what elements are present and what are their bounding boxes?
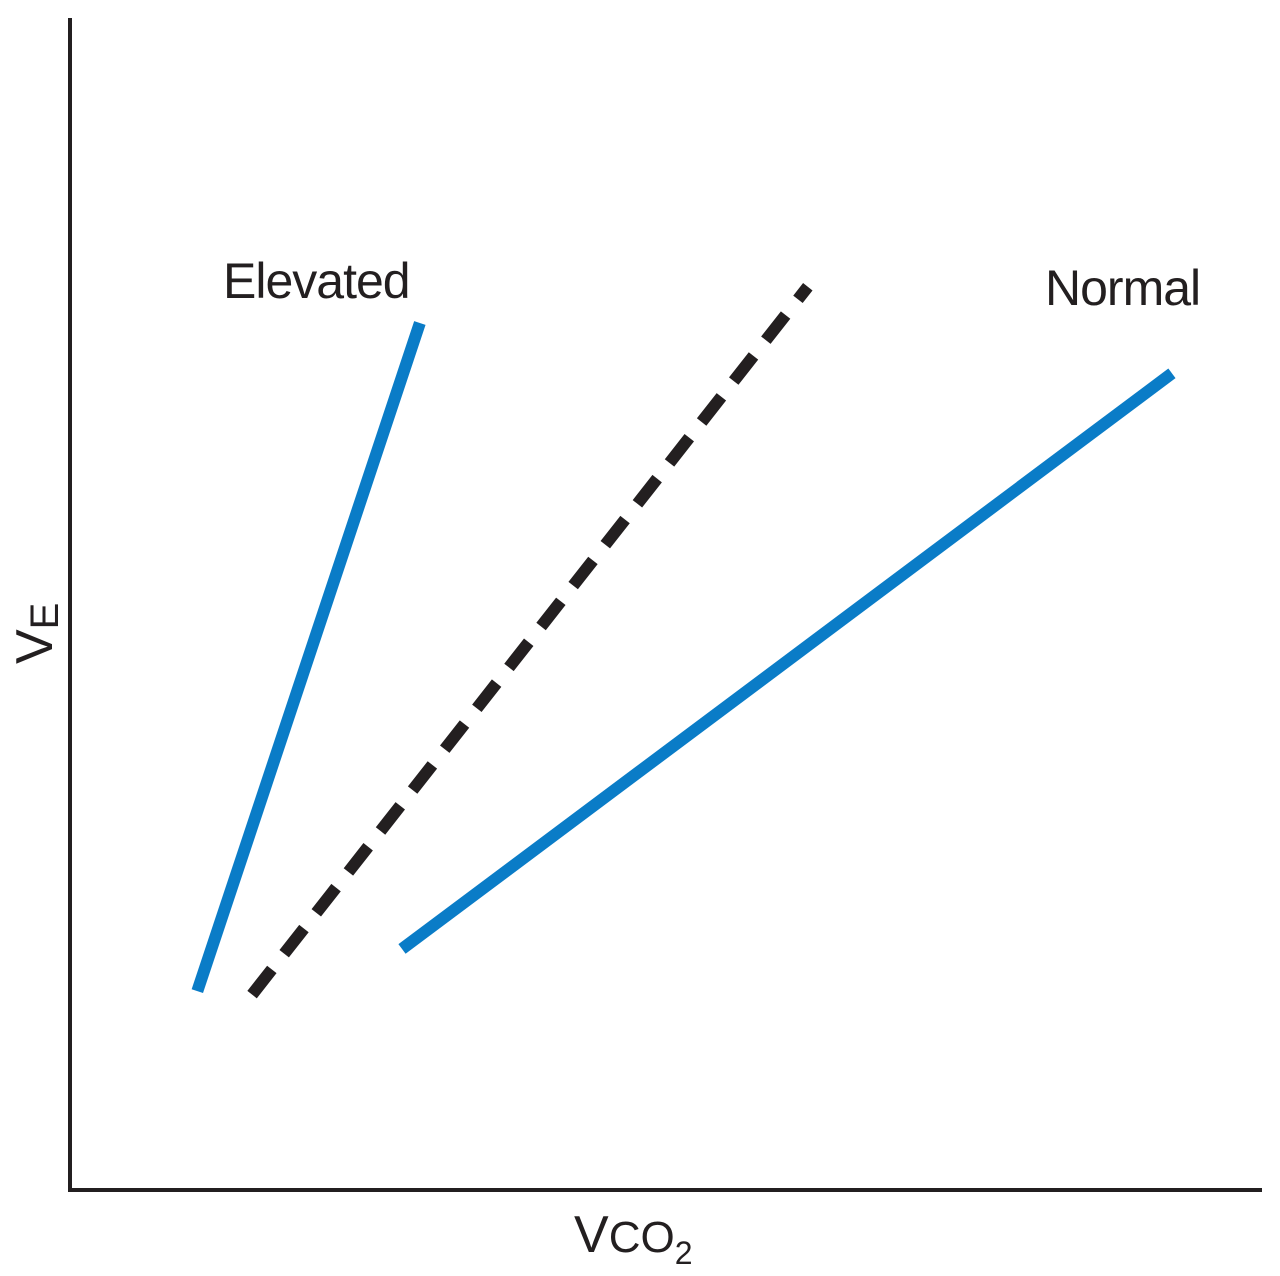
x-axis-label-main: V xyxy=(574,1206,609,1264)
series-line-elevated xyxy=(191,321,426,993)
series-line-normal xyxy=(398,368,1176,954)
series-layer xyxy=(191,283,1176,999)
series-label-elevated: Elevated xyxy=(223,253,410,309)
y-axis-label: VE xyxy=(6,603,67,664)
x-axis-label: VCO2 xyxy=(574,1206,692,1271)
axes xyxy=(68,18,1262,1192)
y-axis-label-main: V xyxy=(6,629,64,664)
series-line-reference xyxy=(247,283,813,999)
x-axis-label-subscript: 2 xyxy=(675,1235,693,1271)
series-labels: Elevated Normal xyxy=(223,253,1201,316)
series-label-normal: Normal xyxy=(1045,260,1200,316)
x-axis-label-co: CO xyxy=(609,1213,675,1262)
y-axis-label-subscript: E xyxy=(23,603,67,630)
